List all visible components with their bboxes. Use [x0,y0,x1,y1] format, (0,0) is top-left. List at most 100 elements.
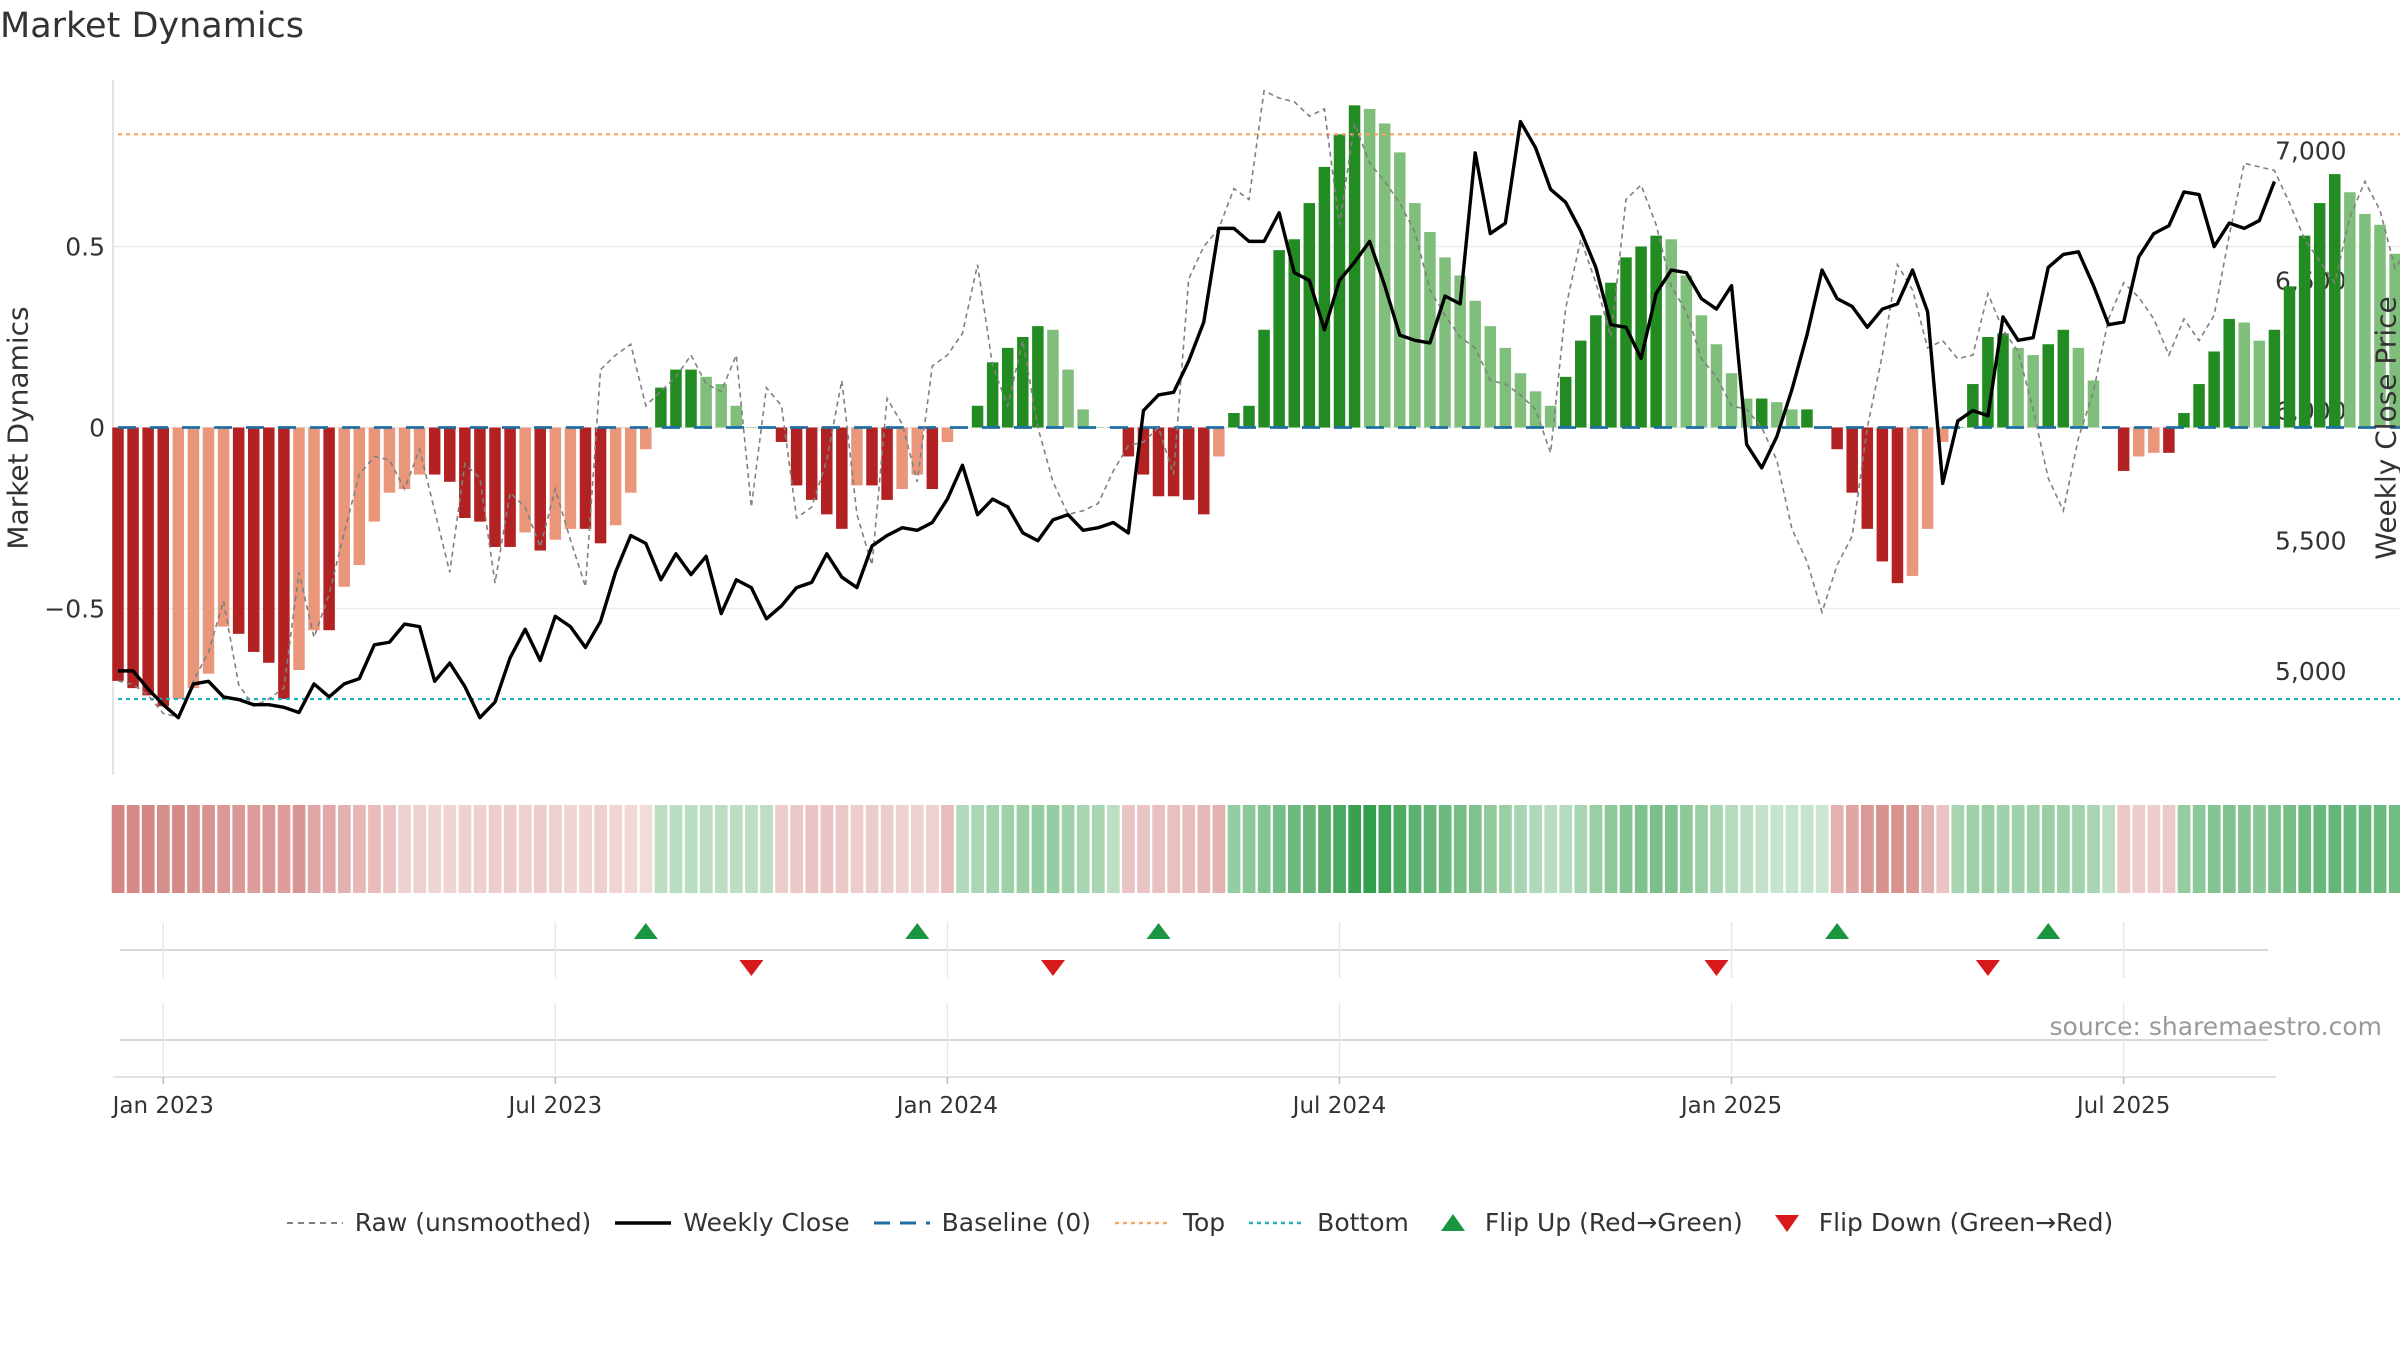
bar [1077,409,1089,428]
bar [2374,224,2386,428]
band-cell [126,805,140,893]
bar [383,427,396,493]
bar [534,427,546,551]
bar [1032,326,1044,428]
bar [1258,329,1270,428]
band-cell [1046,805,1060,893]
band-cell [1664,805,1678,893]
flip-up-marker [905,923,930,939]
band-cell [2222,805,2236,893]
band-cell [1529,805,1542,893]
bar [564,427,577,529]
band-cell [1966,805,1980,893]
legend-item-raw[interactable]: Raw (unsmoothed) [286,1208,591,1237]
bar [775,427,788,442]
raw-line [117,89,2400,719]
band-cell [2011,805,2025,893]
bar [1620,257,1632,428]
band-cell [232,805,246,893]
bar [2057,329,2070,428]
band-cell [488,805,502,893]
band-cell [307,805,321,893]
band-cell [1468,805,1482,893]
band-cell [503,805,517,893]
bar [1590,315,1602,428]
band-cell [579,805,592,893]
bar [1152,427,1165,497]
band-cell [2207,805,2221,893]
band-cell [1891,805,1904,893]
bar [172,427,185,699]
band-cell [1016,805,1030,893]
legend-item-flip-up[interactable]: Flip Up (Red→Green) [1433,1208,1743,1237]
bar [670,369,682,428]
bar [1363,108,1376,428]
legend-item-top[interactable]: Top [1114,1208,1226,1237]
legend-item-flip-down[interactable]: Flip Down (Green→Red) [1767,1208,2113,1237]
bar [1454,275,1466,428]
band-cell [1604,805,1618,893]
legend-label: Top [1182,1208,1226,1237]
bar [1755,398,1768,428]
band-cell [1348,805,1362,893]
band-cell [1076,805,1090,893]
band-cell [1107,805,1120,893]
band-cell [1725,805,1739,893]
bar [323,427,335,631]
bar [2238,322,2251,428]
band-cell [1453,805,1467,893]
band-cell [2102,805,2116,893]
band-cell [850,805,864,893]
right-axis-label: Weekly Close Price [2369,296,2400,560]
band-cell [730,805,743,893]
band-cell [1257,805,1271,893]
band-cell [172,805,185,893]
band-cell [1438,805,1452,893]
band-cell [2192,805,2206,893]
band-cell [2177,805,2191,893]
bar [986,362,999,428]
band-cell [368,805,381,893]
band-cell [1649,805,1663,893]
bar [474,427,486,522]
bar [1182,427,1195,500]
band-cell [1167,805,1181,893]
bar [579,427,592,529]
source-note: source: sharemaestro.com [2049,1012,2383,1041]
band-cell [277,805,291,893]
band-cell [187,805,200,893]
bar [821,427,833,515]
bar [1544,405,1557,428]
bar [715,384,727,428]
band-cell [1680,805,1693,893]
band-cell [111,805,125,893]
band-cell [910,805,924,893]
x-tick-label: Jan 2023 [111,1093,214,1119]
bar [745,427,758,428]
band-cell [1996,805,2010,893]
bar [1891,427,1904,584]
band-cell [1137,805,1150,893]
band-cell [564,805,577,893]
band-cell [835,805,849,893]
bar [1982,337,1994,428]
bar [1725,373,1738,428]
flip-up-marker [633,923,658,939]
band-cell [805,805,819,893]
right-tick-label: 5,500 [2275,527,2347,556]
bar [1936,427,1949,442]
legend-item-bottom[interactable]: Bottom [1249,1208,1409,1237]
bar [1243,405,1255,428]
bar [1213,427,1225,457]
band-cell [247,805,261,893]
dotted-cyan-line-icon [1249,1221,1306,1224]
band-cell [1619,805,1633,893]
legend-item-weekly-close[interactable]: Weekly Close [615,1208,850,1237]
legend-item-baseline[interactable]: Baseline (0) [873,1208,1091,1237]
band-cell [1634,805,1648,893]
band-cell [141,805,155,893]
band-cell [745,805,758,893]
band-cell [2358,805,2372,893]
bar [368,427,381,522]
bar [232,427,245,634]
